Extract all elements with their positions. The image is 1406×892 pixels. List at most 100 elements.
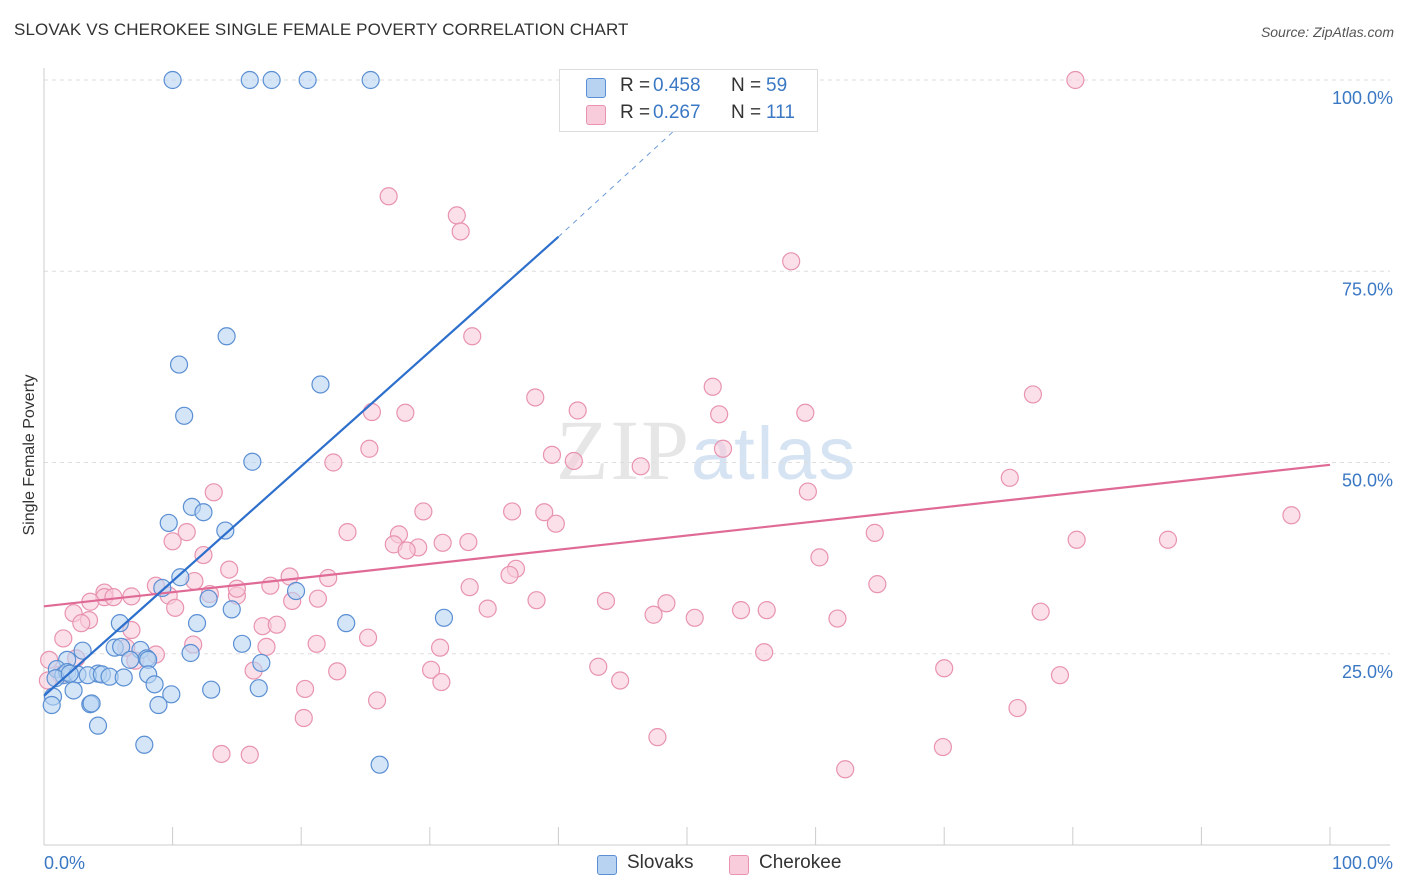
watermark: ZIPatlas [556,400,857,500]
cherokee-point [360,439,379,458]
y-tick-label: 75.0% [1342,279,1393,299]
cherokee-swatch [586,105,606,125]
cherokee-point [319,568,338,588]
cherokee-legend-swatch [729,855,749,875]
cherokee-point [166,598,185,617]
slovaks-point [88,716,108,735]
cherokee-point [72,614,91,633]
x-tick-label-max: 100.0% [1332,853,1393,873]
cherokee-point [542,445,562,464]
cherokee-point [328,662,347,681]
cherokee-point [294,708,313,728]
cherokee-point [828,609,847,628]
slovaks-point [145,675,164,694]
slovaks-n-label: N = [731,75,762,96]
cherokee-point [782,252,801,271]
cherokee-point [1158,530,1178,549]
cherokee-point [463,327,482,346]
cherokee-point [478,599,497,618]
cherokee-point [1050,666,1070,685]
cherokee-point [546,514,565,533]
slovaks-point [370,755,389,774]
cherokee-point [295,679,315,699]
cherokee-r-value: 0.267 [653,102,701,123]
cherokee-point [657,594,676,613]
cherokee-point [503,502,522,521]
slovaks-point [222,600,241,619]
slovaks-point [249,679,268,698]
cherokee-point [414,502,433,521]
slovaks-point [240,70,259,90]
cherokee-point [535,503,554,522]
cherokee-point [204,483,223,502]
source-credit: Source: ZipAtlas.com [1260,24,1394,40]
cherokee-point [703,377,722,396]
cherokee-point [648,728,667,747]
cherokee-point [307,634,326,653]
cherokee-point [527,591,546,610]
cherokee-point [227,579,246,598]
cherokee-point [865,523,884,542]
cherokee-point [447,206,466,225]
cherokee-point [460,578,479,597]
slovaks-point [73,641,92,660]
slovaks-point [311,375,330,394]
cherokee-trend-line [43,463,1331,608]
cherokee-point [396,403,415,422]
cherokee-point [358,628,378,647]
cherokee-point [836,760,855,779]
cherokee-point [1282,506,1301,525]
correlation-legend: R = 0.458 N = 59 R = 0.267 N = 111 [559,69,818,132]
cherokee-point [54,629,73,648]
chart-title: SLOVAK VS CHEROKEE SINGLE FEMALE POVERTY… [14,20,629,39]
slovaks-point [202,680,221,699]
cherokee-point [433,533,452,552]
cherokee-point [257,637,276,656]
cherokee-point [1008,698,1027,718]
cherokee-point [163,532,182,551]
cherokee-point [710,405,729,424]
cherokee-point [798,482,817,501]
cherokee-point [1031,602,1050,621]
cherokee-n-value: 111 [766,102,795,123]
grid-lines [44,79,1390,655]
cherokee-point [611,671,630,690]
cherokee-point [757,601,776,620]
cherokee-point [1023,385,1043,404]
cherokee-point [596,591,616,611]
axes [43,68,1390,846]
slovaks-point [82,694,101,713]
slovaks-point [114,668,133,687]
cherokee-point [367,691,387,710]
tick-labels: 25.0% 50.0% 75.0% 100.0% 0.0% 100.0% [44,88,1393,873]
slovaks-point [162,685,181,704]
slovaks-r-label: R = [620,75,651,96]
slovaks-point [216,521,235,540]
slovaks-point [163,70,182,90]
slovaks-point [110,614,129,633]
cherokee-legend-label: Cherokee [759,852,842,873]
cherokee-point [308,589,328,608]
slovaks-point [286,581,306,601]
cherokee-point [397,541,416,560]
cherokee-point [220,560,239,579]
cherokee-point [526,388,545,407]
slovaks-point [243,452,262,471]
cherokee-point [421,660,441,679]
cherokee-point [796,403,815,422]
slovaks-trend-line [43,236,560,697]
cherokee-point [338,523,357,542]
cherokee-point [430,638,450,657]
slovaks-point [361,70,380,90]
cherokee-point [933,737,953,757]
cherokee-point [1067,530,1086,549]
slovaks-n-value: 59 [766,75,788,96]
cherokee-r-label: R = [620,102,651,123]
cherokee-point [1066,70,1085,90]
cherokee-point [868,575,887,594]
cherokee-point [564,451,583,471]
slovaks-legend-swatch [597,855,617,875]
slovaks-point [434,608,454,627]
cherokee-point [568,401,587,420]
slovaks-point [181,643,200,663]
